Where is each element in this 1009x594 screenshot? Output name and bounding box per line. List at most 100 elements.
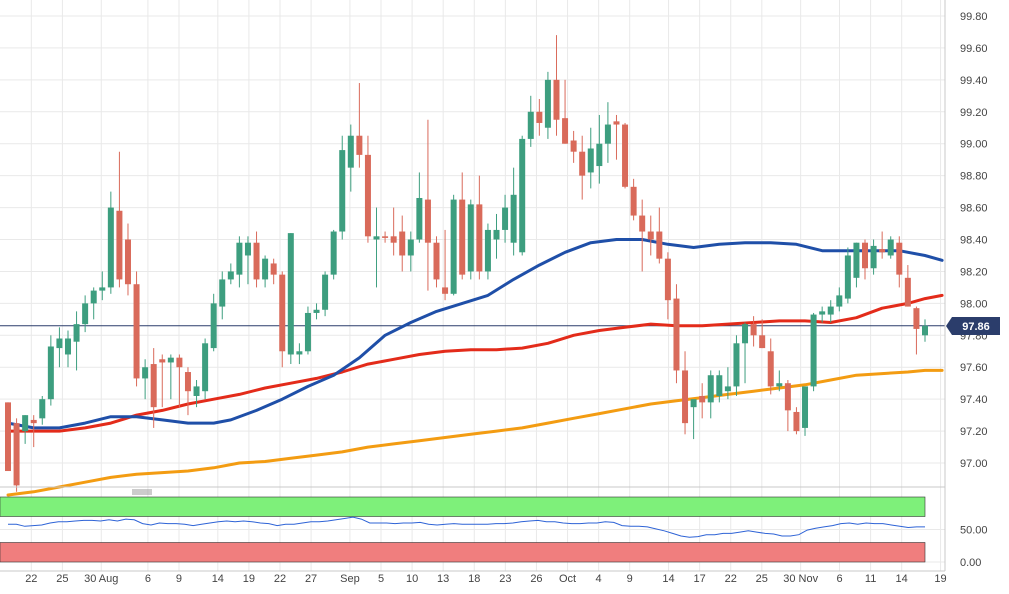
candle-body	[896, 242, 903, 275]
candle	[339, 135, 346, 240]
candle	[64, 330, 71, 368]
x-tick-label: 27	[305, 573, 317, 585]
candle	[442, 229, 449, 301]
candle	[887, 236, 894, 259]
price-tag-label: 97.86	[962, 321, 990, 333]
candle	[382, 231, 389, 243]
x-tick-label: 22	[25, 573, 37, 585]
candle	[407, 231, 414, 272]
oscillator-line	[8, 516, 925, 538]
candle	[579, 135, 586, 200]
x-tick-label: 23	[499, 573, 511, 585]
candle-body	[347, 135, 354, 168]
candle-body	[416, 197, 423, 240]
candle-body	[382, 236, 389, 238]
candle-body	[210, 303, 217, 349]
y-tick-label: 97.20	[960, 426, 988, 438]
candle-body	[519, 138, 526, 253]
candle-body	[767, 351, 774, 387]
candle-body	[887, 239, 894, 256]
candle	[364, 135, 371, 243]
candle-body	[776, 383, 783, 387]
candle-body	[733, 343, 740, 387]
y-tick-label: 97.00	[960, 458, 988, 470]
candle-body	[339, 150, 346, 232]
panel-resize-handle[interactable]	[132, 489, 152, 495]
candle-body	[630, 186, 637, 216]
candle	[853, 242, 860, 288]
candle	[690, 399, 697, 440]
candle-body	[759, 335, 766, 349]
candle	[870, 239, 877, 275]
candle-body	[510, 194, 517, 243]
y-tick-label: 99.60	[960, 43, 988, 55]
candle	[716, 370, 723, 403]
candle	[236, 236, 243, 288]
candle	[502, 194, 509, 243]
candle	[279, 271, 286, 368]
candle-body	[579, 151, 586, 176]
candle	[433, 236, 440, 288]
candle	[184, 367, 191, 416]
candle	[896, 236, 903, 288]
candle	[30, 415, 37, 448]
candle-body	[484, 229, 491, 272]
candle-body	[73, 324, 80, 342]
candle	[519, 135, 526, 256]
candle	[819, 306, 826, 323]
candle	[56, 327, 63, 368]
candle-body	[47, 346, 54, 400]
candle-body	[176, 357, 183, 368]
candle-body	[373, 236, 380, 240]
candle-body	[184, 372, 191, 392]
candle-body	[227, 271, 234, 280]
moving-averages	[6, 238, 944, 497]
candle-body	[82, 303, 89, 325]
candle	[142, 359, 149, 400]
candle-body	[673, 298, 680, 371]
x-tick-label: 9	[176, 573, 182, 585]
candle-body	[313, 309, 320, 313]
candle	[47, 335, 54, 406]
candle	[356, 83, 363, 168]
candle	[39, 395, 46, 425]
candle	[639, 199, 646, 272]
candle-body	[742, 324, 749, 344]
ma-red-line	[6, 293, 944, 433]
candle-body	[819, 311, 826, 315]
candle	[742, 322, 749, 384]
y-tick-label: 99.40	[960, 75, 988, 87]
candle	[844, 247, 851, 304]
candle-body	[904, 277, 911, 307]
candle-body	[827, 306, 834, 315]
candle	[262, 255, 269, 288]
candle	[750, 316, 757, 347]
candle-body	[253, 242, 260, 280]
candle	[922, 319, 928, 342]
candle-body	[570, 140, 577, 152]
x-tick-label: 4	[596, 573, 602, 585]
price-tag: 97.86	[946, 317, 1000, 335]
candle	[270, 258, 277, 285]
x-tick-label: 13	[437, 573, 449, 585]
candle	[630, 178, 637, 221]
candle	[879, 231, 886, 259]
candle	[647, 215, 654, 256]
candle	[724, 367, 731, 400]
candle	[227, 263, 234, 285]
candle-body	[399, 231, 406, 256]
candle-body	[13, 423, 20, 486]
candle	[116, 151, 123, 288]
x-tick-label: 26	[530, 573, 542, 585]
candle	[682, 351, 689, 435]
y-tick-label: 99.80	[960, 11, 988, 23]
candle-body	[364, 154, 371, 237]
candle	[553, 35, 560, 136]
candle-body	[699, 395, 706, 403]
candle-body	[244, 242, 251, 256]
x-tick-label: Oct	[559, 573, 576, 585]
y-tick-label: 98.60	[960, 203, 988, 215]
candle	[193, 380, 200, 408]
candle-body	[167, 357, 174, 363]
